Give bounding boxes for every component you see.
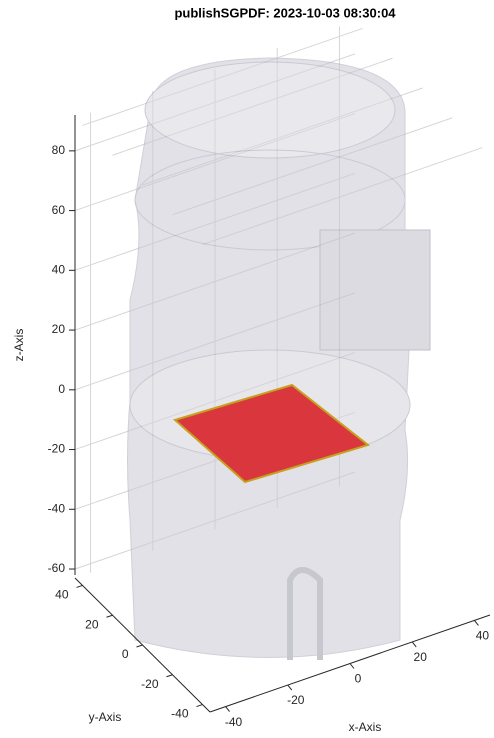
chart-title: publishSGPDF: 2023-10-03 08:30:04 (174, 5, 396, 20)
y-tick-label: 40 (55, 588, 69, 602)
x-tick-label: 0 (355, 672, 362, 686)
z-tick-label: -60 (48, 561, 66, 575)
z-tick-label: 40 (52, 262, 66, 276)
y-tick (137, 645, 143, 647)
x-tick-label: 40 (476, 629, 490, 643)
z-tick-label: 0 (58, 382, 65, 396)
y-tick (197, 705, 203, 707)
x-tick (474, 620, 478, 625)
x-tick (412, 642, 416, 647)
z-tick-label: -40 (48, 501, 66, 515)
y-tick-label: -40 (171, 707, 189, 721)
z-tick-label: -20 (48, 442, 66, 456)
x-tick-label: -40 (225, 715, 243, 729)
x-tick (350, 664, 354, 669)
x-axis-label: x-Axis (349, 720, 382, 734)
x-tick-label: 20 (414, 650, 428, 664)
y-axis-label: y-Axis (89, 710, 122, 724)
z-tick-label: 80 (52, 143, 66, 157)
model (128, 58, 431, 660)
y-tick (107, 615, 113, 617)
z-axis-label: z-Axis (12, 329, 26, 362)
chart: publishSGPDF: 2023-10-03 08:30:04 -60 -40… (0, 0, 494, 738)
top-ring (145, 62, 395, 158)
x-tick-label: -20 (287, 693, 305, 707)
y-tick-label: 0 (122, 647, 129, 661)
z-tick-label: 60 (52, 203, 66, 217)
y-tick (167, 675, 173, 677)
connector (320, 230, 430, 350)
x-tick (288, 685, 292, 690)
x-tick (226, 707, 230, 712)
y-tick (77, 585, 83, 587)
y-tick-label: -20 (141, 677, 159, 691)
z-tick-label: 20 (52, 322, 66, 336)
y-tick-label: 20 (85, 617, 99, 631)
